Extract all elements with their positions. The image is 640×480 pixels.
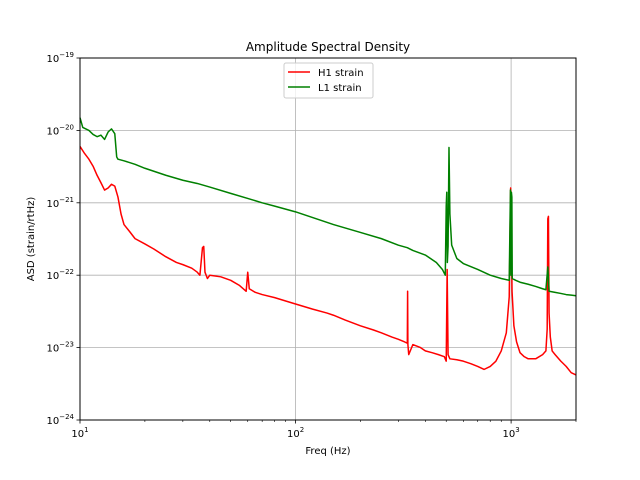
chart-title: Amplitude Spectral Density: [246, 40, 410, 54]
plot-frame: [79, 57, 577, 421]
y-tick-label-4: 10−20: [46, 123, 74, 137]
legend: H1 strain L1 strain: [283, 62, 374, 99]
legend-label-h1: H1 strain: [318, 68, 364, 79]
legend-label-l1: L1 strain: [318, 83, 362, 94]
plot-area: [80, 58, 576, 420]
x-tick-label-2: 103: [503, 426, 520, 440]
series-line-h1: [79, 146, 577, 376]
y-tick-label-2: 10−22: [46, 268, 74, 282]
series-lines: [79, 117, 577, 376]
x-tick-label-1: 102: [287, 426, 304, 440]
series-line-l1: [79, 117, 577, 297]
y-tick-label-1: 10−23: [46, 341, 74, 355]
x-axis-label: Freq (Hz): [305, 446, 350, 457]
y-tick-label-5: 10−19: [46, 51, 74, 65]
y-axis-label: ASD (strain/rtHz): [26, 197, 37, 282]
y-tick-label-3: 10−21: [46, 196, 74, 210]
x-tick-label-0: 101: [71, 426, 88, 440]
y-tick-label-0: 10−24: [46, 413, 74, 427]
axis-ticks: 101 102 103 10−24 10−23 10−22 10−21 10−20 10−19: [46, 51, 519, 440]
